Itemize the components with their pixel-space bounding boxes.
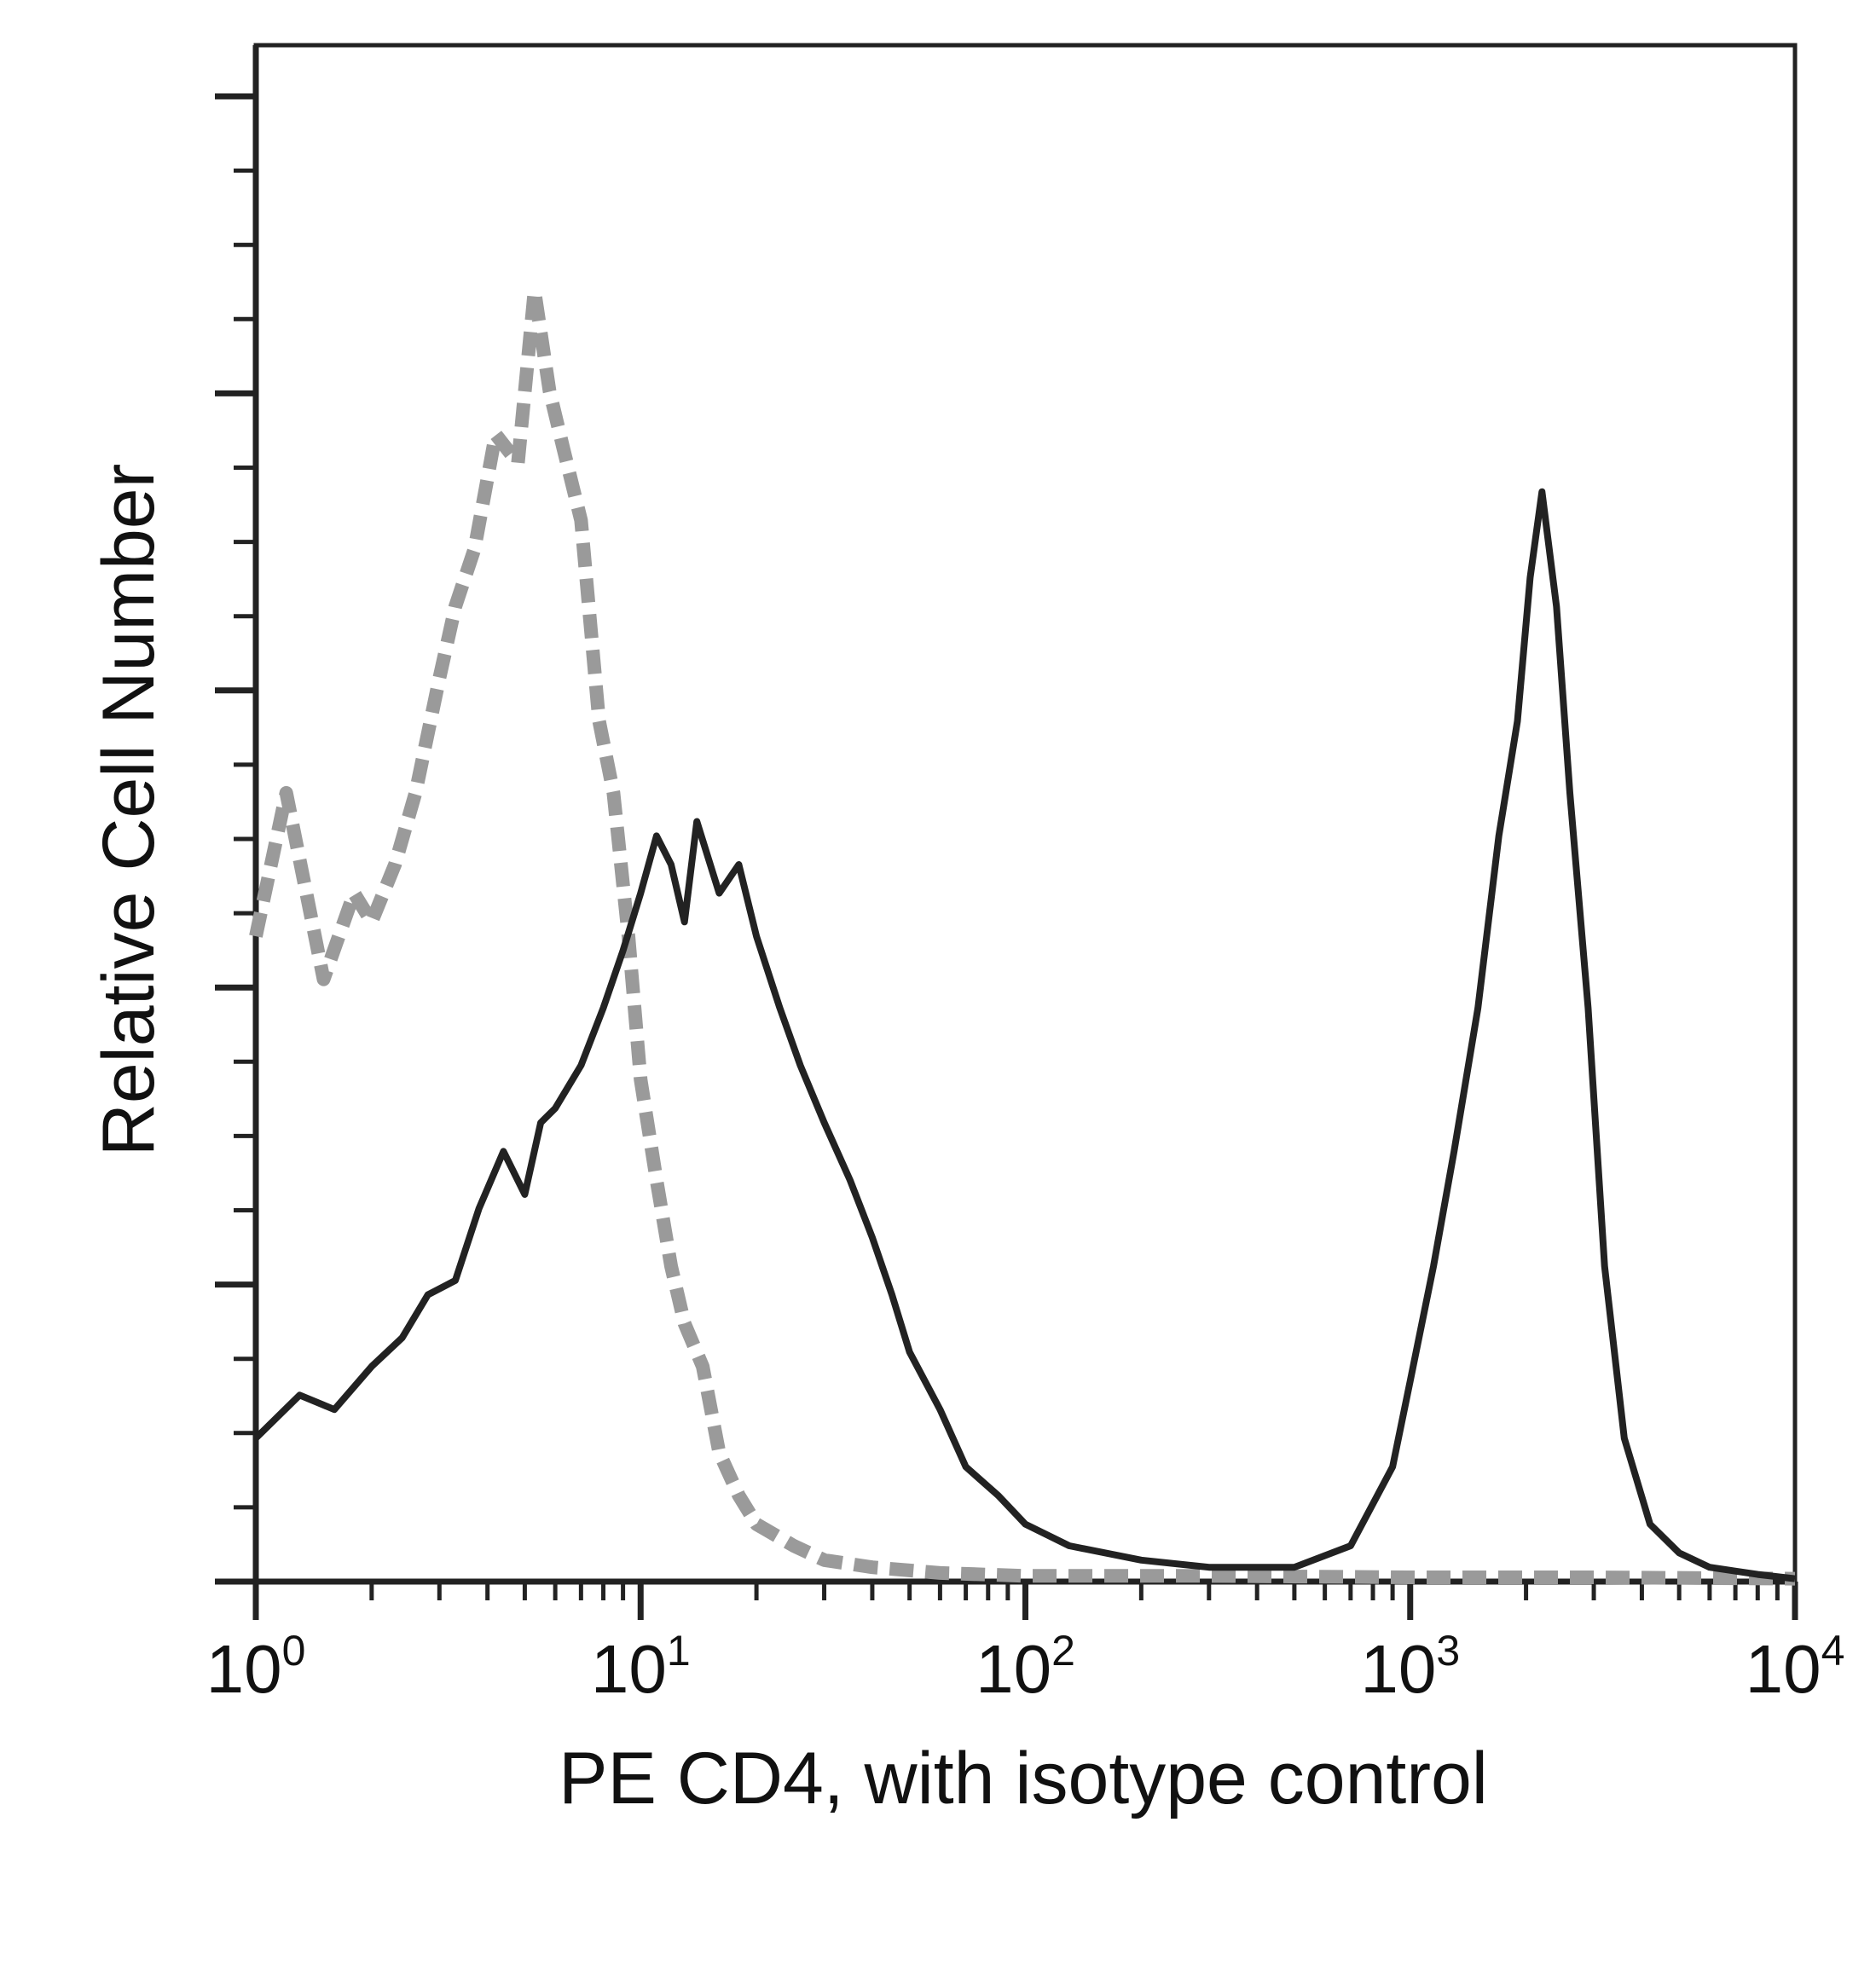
y-axis-title: Relative Cell Number: [88, 464, 170, 1157]
x-tick-label: 101: [591, 1627, 691, 1707]
x-tick-label: 100: [206, 1627, 306, 1707]
x-axis-title: PE CD4, with isotype control: [559, 1738, 1488, 1819]
x-tick-label: 103: [1360, 1627, 1460, 1707]
x-axis-ticks: [252, 1582, 1798, 1620]
x-tick-label: 104: [1746, 1627, 1845, 1707]
plot-frame: [253, 43, 1798, 1584]
pe-cd4-curve: [253, 488, 1796, 1582]
series-layer: [249, 284, 1796, 1586]
isotype-control-curve: [249, 284, 1796, 1586]
y-axis-ticks: [215, 93, 256, 1585]
x-tick-label: 102: [976, 1627, 1075, 1707]
x-axis-tick-labels: 100 101 102 103 104: [206, 1627, 1845, 1707]
